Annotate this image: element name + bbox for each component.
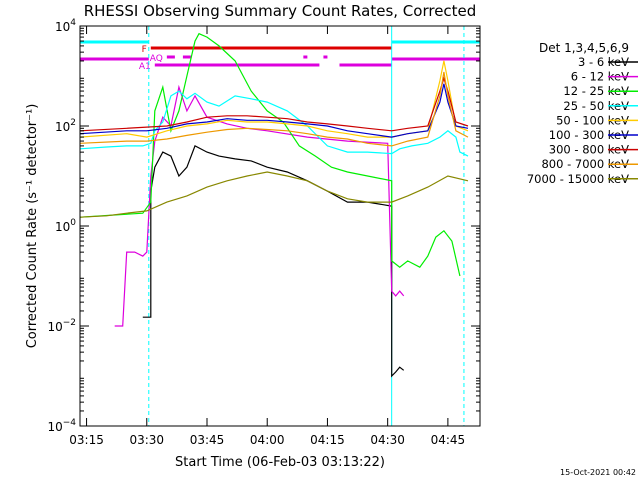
x-axis-label: Start Time (06-Feb-03 03:13:22) xyxy=(175,455,385,470)
x-tick-label-4: 04:15 xyxy=(310,433,345,447)
legend-title: Det 1,3,4,5,6,9 xyxy=(539,41,629,55)
series-line-4 xyxy=(80,60,469,138)
series-line-3 xyxy=(80,90,469,157)
x-tick-label-1: 03:30 xyxy=(129,433,164,447)
x-tick-label-5: 04:30 xyxy=(370,433,405,447)
y-tick-label-4: 104 xyxy=(55,18,76,34)
x-tick-label-0: 03:15 xyxy=(69,433,104,447)
legend-label-7: 800 - 7000 keV xyxy=(541,157,629,171)
flag-label-aq: AQ xyxy=(150,54,163,64)
y-tick-label-2: 100 xyxy=(55,218,76,234)
series-line-5 xyxy=(80,83,469,138)
flag-label-f: F xyxy=(142,45,147,55)
series-lines xyxy=(80,32,469,378)
legend-label-2: 12 - 25 keV xyxy=(563,84,629,98)
y-tick-label-0: 10−4 xyxy=(47,418,76,434)
x-tick-label-3: 04:00 xyxy=(250,433,285,447)
legend-label-6: 300 - 800 keV xyxy=(549,143,629,157)
legend-label-1: 6 - 12 keV xyxy=(571,70,629,84)
status-flags: NFAQA1 xyxy=(80,40,480,72)
y-tick-label-3: 102 xyxy=(55,118,76,134)
x-axis-ticks: 03:15 03:30 03:45 04:00 04:15 04:30 04:45 xyxy=(69,26,465,447)
series-line-8 xyxy=(80,171,469,218)
y-tick-label-1: 10−2 xyxy=(47,318,76,334)
series-line-1 xyxy=(114,84,405,327)
y-axis-ticks: 10−4 10−2 100 102 104 xyxy=(47,18,480,434)
series-line-7 xyxy=(80,71,469,147)
footer-date: 15-Oct-2021 00:42 xyxy=(560,468,636,477)
legend-label-4: 50 - 100 keV xyxy=(556,113,629,127)
x-tick-label-6: 04:45 xyxy=(431,433,466,447)
chart-title: RHESSI Observing Summary Count Rates, Co… xyxy=(84,2,477,20)
legend-label-5: 100 - 300 keV xyxy=(549,128,629,142)
flag-label-a1: A1 xyxy=(139,62,151,72)
legend-label-0: 3 - 6 keV xyxy=(578,55,629,69)
x-tick-label-2: 03:45 xyxy=(190,433,225,447)
legend-label-3: 25 - 50 keV xyxy=(563,99,629,113)
y-axis-label: Corrected Count Rate (s⁻¹ detector⁻¹) xyxy=(25,104,40,349)
legend-label-8: 7000 - 15000 keV xyxy=(527,172,629,186)
